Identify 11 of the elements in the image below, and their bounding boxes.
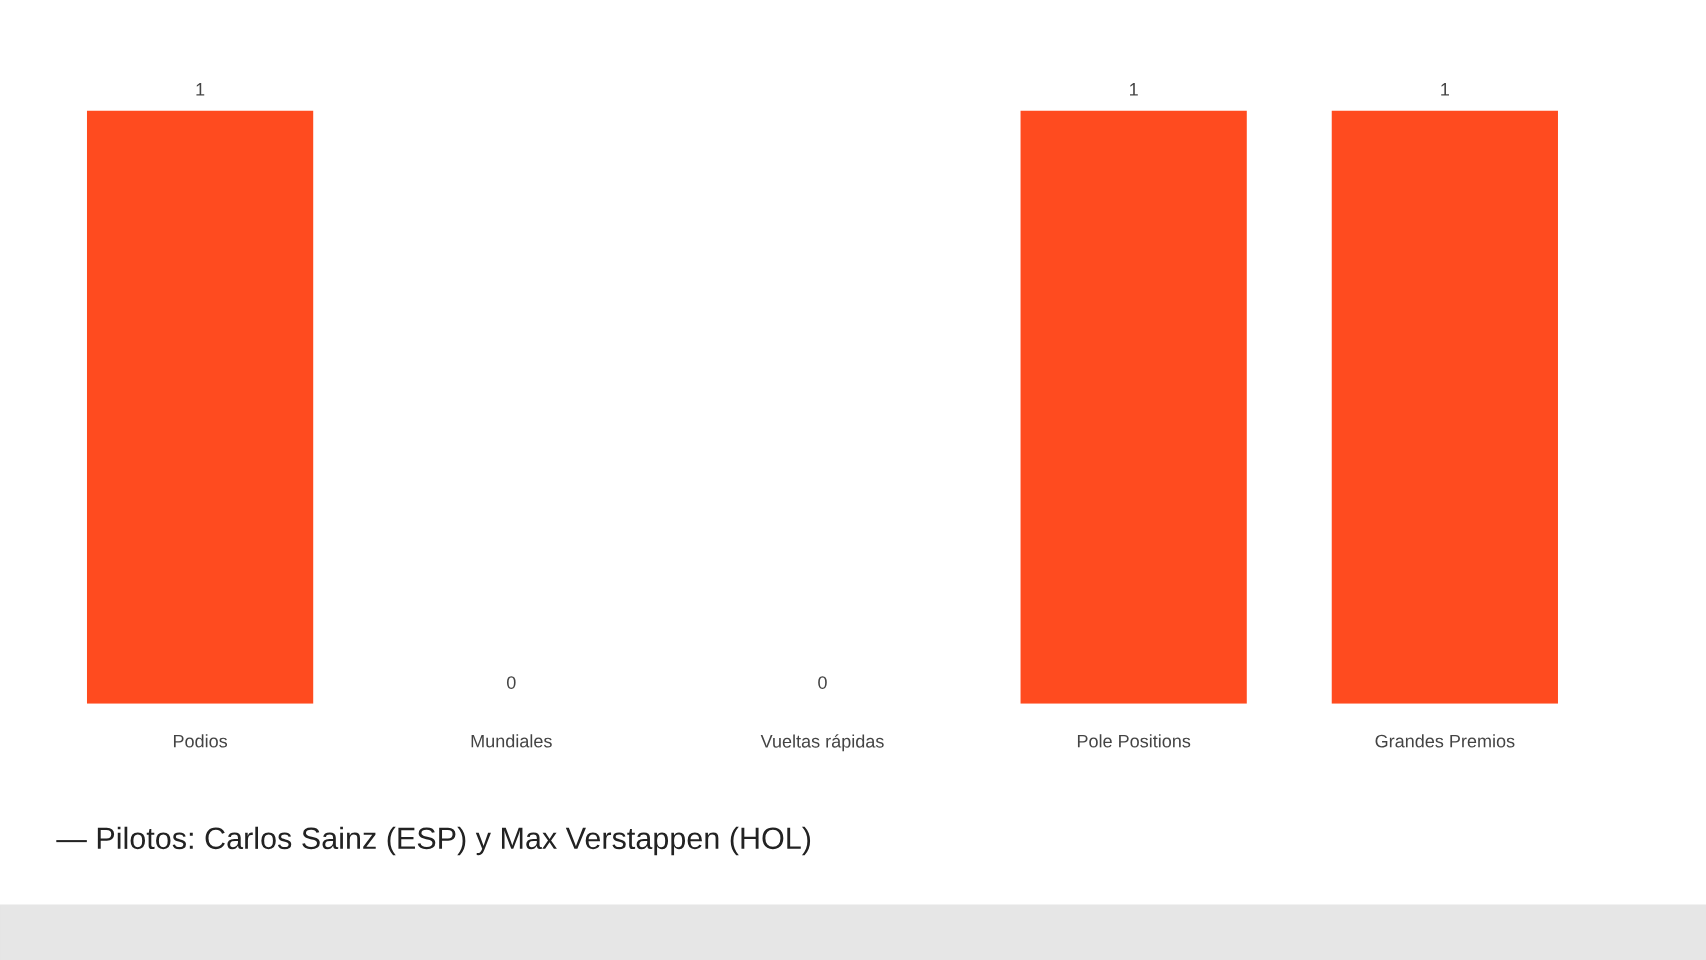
x-tick-label: Pole Positions <box>1077 734 1191 748</box>
data-label: 1 <box>1130 83 1138 96</box>
data-label: 0 <box>818 676 827 689</box>
text: — Pilotos: Carlos Sainz (ESP) y Max Verstappen (HOL) <box>56 826 811 856</box>
data-label: 1 <box>1441 83 1449 96</box>
x-tick-label: Mundiales <box>471 734 552 748</box>
x-tick-label: Podios <box>173 734 228 748</box>
data-label: 1 <box>196 83 205 96</box>
data-label: 0 <box>506 676 516 689</box>
x-tick-label: Grandes Premios <box>1375 734 1515 748</box>
x-tick-label: Vueltas rápidas <box>760 734 884 752</box>
